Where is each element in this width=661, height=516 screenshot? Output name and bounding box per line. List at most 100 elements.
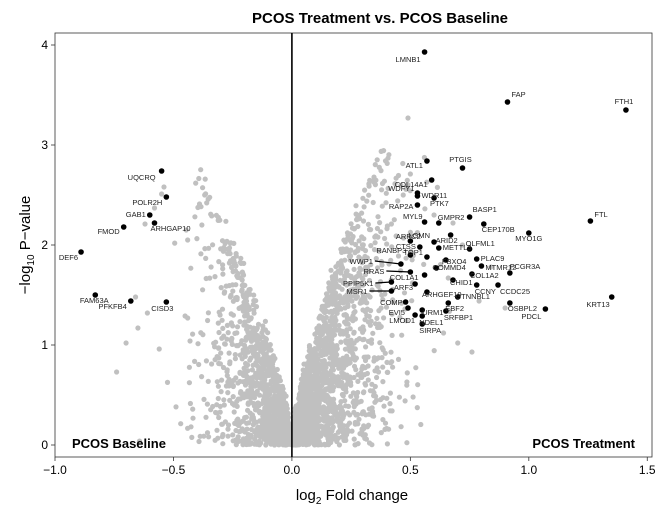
background-point — [239, 305, 245, 311]
background-point — [205, 310, 211, 316]
background-point — [212, 437, 218, 443]
background-point — [208, 211, 214, 217]
gene-label: COL1A2 — [470, 271, 499, 280]
gene-point — [450, 277, 456, 283]
gene-label: GAB1 — [126, 210, 146, 219]
background-point — [377, 220, 383, 226]
gene-point — [421, 49, 428, 55]
background-point — [315, 346, 321, 352]
background-point — [252, 436, 258, 442]
background-point — [262, 318, 268, 324]
background-point — [207, 194, 213, 200]
background-point — [217, 361, 223, 367]
background-point — [222, 240, 228, 247]
background-point — [355, 372, 361, 378]
background-point — [161, 184, 167, 190]
background-point — [343, 319, 349, 325]
background-point — [258, 440, 264, 446]
background-point — [324, 323, 330, 329]
background-point — [267, 362, 273, 368]
background-point — [264, 422, 270, 428]
gene-label: COMMD4 — [432, 263, 465, 272]
background-point — [374, 374, 380, 381]
background-point — [339, 391, 345, 398]
gene-label: ARID2 — [436, 236, 458, 245]
background-point — [215, 320, 221, 326]
background-point — [382, 158, 389, 164]
background-point — [321, 412, 327, 418]
background-point — [283, 393, 289, 399]
gene-label: RRAS — [364, 267, 385, 276]
gene-point — [478, 263, 485, 269]
background-point — [172, 240, 178, 246]
background-point — [240, 438, 246, 444]
background-point — [347, 412, 353, 418]
background-point — [217, 409, 223, 415]
background-point — [260, 361, 266, 367]
background-point — [224, 322, 230, 328]
background-point — [215, 383, 221, 389]
background-point — [323, 314, 329, 320]
background-point — [261, 418, 267, 424]
background-point — [271, 368, 277, 374]
background-point — [396, 394, 402, 400]
background-point — [379, 345, 385, 351]
background-point — [220, 431, 226, 438]
background-point — [384, 359, 390, 365]
background-point — [187, 338, 193, 344]
background-point — [257, 385, 263, 391]
background-point — [236, 422, 242, 429]
background-point — [159, 191, 165, 197]
background-point — [368, 243, 374, 249]
gene-label: UQCRQ — [128, 173, 156, 182]
background-point — [392, 181, 398, 187]
background-point — [220, 364, 227, 371]
background-point — [246, 392, 253, 398]
background-point — [349, 345, 356, 351]
gene-label: ARHGAP10 — [151, 224, 191, 233]
background-point — [300, 426, 306, 432]
background-point — [469, 349, 475, 355]
background-point — [243, 297, 249, 303]
background-point — [346, 420, 353, 426]
background-point — [264, 411, 270, 417]
background-point — [192, 358, 198, 364]
gene-point — [608, 294, 615, 300]
background-point — [348, 379, 354, 386]
background-point — [366, 277, 373, 284]
gene-point — [447, 232, 454, 238]
background-point — [235, 434, 241, 440]
background-point — [401, 290, 408, 296]
gene-point — [433, 265, 440, 271]
background-point — [333, 277, 339, 283]
background-point — [233, 253, 239, 259]
x-axis: −1.0 −0.5 0.0 0.5 1.0 1.5 — [43, 457, 656, 477]
background-point — [239, 288, 245, 294]
background-point — [317, 340, 324, 346]
gene-point — [417, 244, 423, 250]
background-point — [368, 227, 374, 233]
background-point — [395, 172, 402, 179]
leader-line — [386, 270, 411, 273]
background-point — [431, 348, 437, 354]
background-point — [316, 315, 322, 321]
gene-point — [414, 193, 421, 199]
background-point — [450, 220, 456, 226]
background-point — [329, 337, 335, 343]
background-point — [380, 395, 386, 401]
background-point — [186, 364, 192, 370]
background-point — [202, 246, 208, 252]
gene-label: MSR1 — [347, 287, 368, 296]
background-point — [300, 385, 307, 391]
gene-label: EBF2 — [445, 304, 464, 313]
background-point — [365, 422, 372, 428]
gene-point — [443, 257, 449, 263]
background-point — [305, 366, 311, 372]
background-point — [366, 411, 372, 417]
background-point — [300, 404, 306, 410]
gene-label: ARPC2 — [396, 232, 421, 241]
background-point — [247, 324, 253, 330]
gene-point — [495, 282, 501, 288]
gene-label: CCNY — [475, 287, 496, 296]
background-point — [340, 372, 346, 378]
